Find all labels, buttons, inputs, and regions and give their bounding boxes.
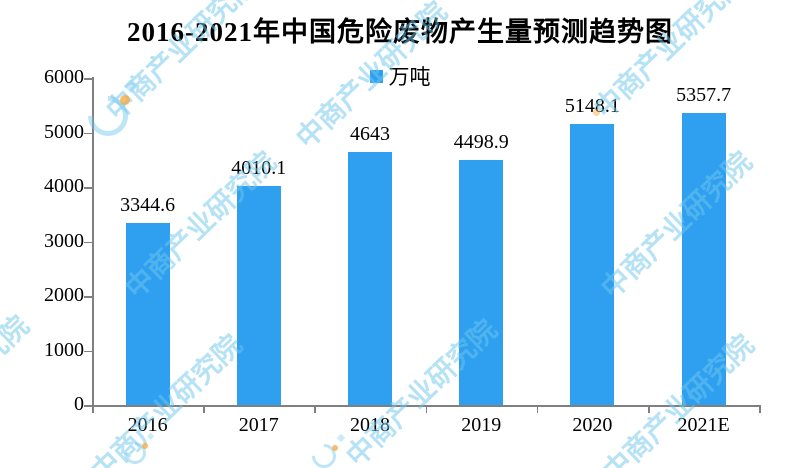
y-axis-label: 1000	[44, 338, 84, 361]
data-label: 3344.6	[120, 193, 176, 216]
data-label: 5148.1	[564, 95, 620, 118]
x-axis-label: 2016	[127, 414, 168, 436]
x-axis-tick	[536, 405, 539, 413]
y-axis-tick	[84, 132, 92, 134]
data-label: 4498.9	[453, 130, 509, 153]
x-axis-tick	[425, 405, 428, 413]
chart-title: 2016-2021年中国危险废物产生量预测趋势图	[127, 17, 673, 47]
x-axis-label: 2019	[461, 414, 502, 436]
bar-2021E	[681, 113, 726, 405]
y-axis-line	[92, 77, 94, 406]
y-axis-tick	[84, 241, 92, 243]
data-label: 4010.1	[231, 157, 287, 180]
data-label: 5357.7	[676, 84, 732, 106]
y-axis-tick	[84, 296, 92, 298]
bar-2020	[570, 124, 615, 405]
y-axis-label: 5000	[44, 120, 84, 143]
bar-2017	[236, 186, 281, 405]
y-axis-tick	[84, 187, 92, 189]
y-axis-label: 2000	[44, 284, 84, 306]
legend: 万吨	[0, 61, 800, 91]
data-label: 4643	[350, 122, 390, 145]
x-axis-tick	[203, 405, 205, 413]
x-axis-tick	[92, 405, 94, 413]
legend-label: 万吨	[388, 66, 431, 89]
y-axis-label: 3000	[44, 229, 84, 252]
y-axis-label: 6000	[44, 66, 84, 88]
x-axis-tick	[648, 405, 650, 413]
x-axis-label: 2020	[572, 414, 613, 436]
x-axis-tick	[314, 405, 316, 413]
legend-swatch	[369, 69, 383, 83]
x-axis-label: 2018	[349, 414, 390, 436]
x-axis-label: 2017	[238, 414, 279, 436]
y-axis-tick	[84, 350, 92, 352]
y-axis-label: 4000	[44, 175, 84, 197]
x-axis-tick	[759, 405, 761, 413]
bar-2018	[348, 151, 392, 405]
bar-2019	[459, 159, 504, 405]
y-axis-tick	[84, 405, 92, 407]
y-axis-tick	[84, 78, 92, 80]
bar-2016	[125, 222, 170, 405]
x-axis-label: 2021E	[677, 414, 730, 436]
y-axis-label: 0	[74, 393, 84, 415]
